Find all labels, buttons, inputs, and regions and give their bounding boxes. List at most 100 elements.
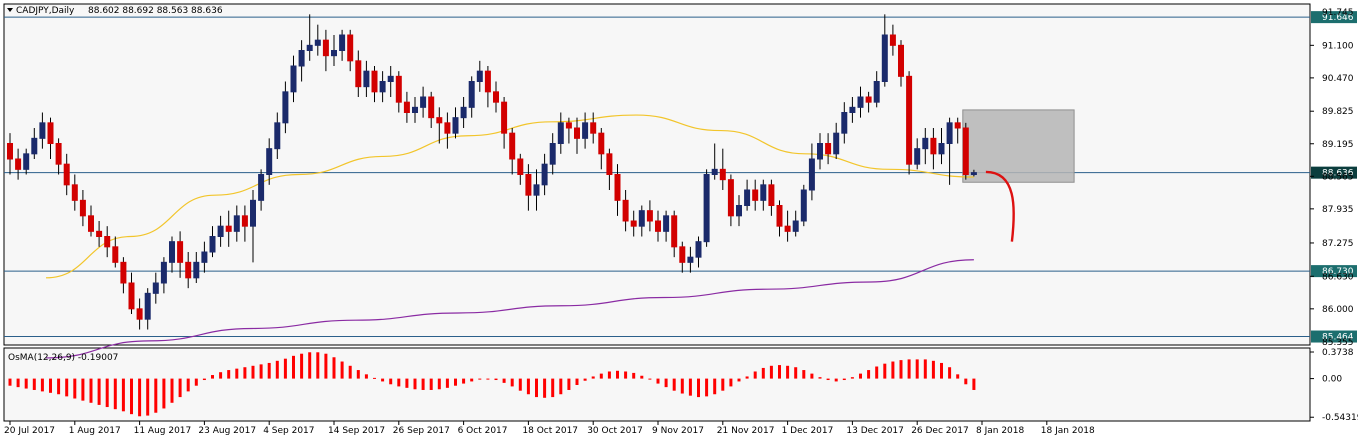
- candle-bullish[interactable]: [152, 282, 159, 294]
- candle-bullish[interactable]: [379, 81, 386, 93]
- candle-bullish[interactable]: [339, 34, 346, 51]
- candle-bearish[interactable]: [55, 143, 62, 165]
- candle-bullish[interactable]: [946, 122, 953, 145]
- candle-bullish[interactable]: [687, 256, 694, 263]
- candle-bearish[interactable]: [501, 101, 508, 134]
- candle-bullish[interactable]: [387, 75, 394, 83]
- candle-bullish[interactable]: [23, 153, 30, 170]
- candle-bullish[interactable]: [557, 122, 564, 145]
- horizontal-levels[interactable]: 91.646 88.636 86.730 85.464: [4, 11, 1357, 343]
- candle-bearish[interactable]: [136, 308, 143, 320]
- candle-bullish[interactable]: [744, 189, 751, 206]
- candle-bullish[interactable]: [703, 174, 710, 243]
- triangle-down-icon[interactable]: [7, 8, 13, 12]
- candle-bearish[interactable]: [898, 44, 904, 77]
- candle-bearish[interactable]: [574, 127, 580, 139]
- candle-bullish[interactable]: [314, 39, 321, 46]
- candle-bullish[interactable]: [144, 292, 151, 320]
- candle-bearish[interactable]: [120, 261, 127, 284]
- candle-bullish[interactable]: [881, 34, 888, 82]
- candle-bearish[interactable]: [590, 122, 597, 134]
- candle-bullish[interactable]: [873, 81, 880, 103]
- candle-bullish[interactable]: [849, 106, 856, 114]
- candle-bearish[interactable]: [484, 70, 491, 93]
- candle-bullish[interactable]: [833, 132, 840, 155]
- candle-bullish[interactable]: [857, 96, 864, 108]
- candle-bearish[interactable]: [752, 189, 759, 201]
- candle-bullish[interactable]: [638, 210, 645, 227]
- candle-bullish[interactable]: [217, 225, 224, 238]
- candle-bearish[interactable]: [865, 96, 872, 103]
- candle-bullish[interactable]: [209, 236, 216, 253]
- candle-bullish[interactable]: [290, 65, 297, 93]
- candlestick-series[interactable]: [7, 14, 977, 330]
- candle-bullish[interactable]: [922, 137, 929, 150]
- candle-bearish[interactable]: [241, 215, 248, 227]
- candle-bearish[interactable]: [565, 122, 572, 129]
- candle-bearish[interactable]: [15, 158, 22, 170]
- candle-bullish[interactable]: [938, 143, 945, 155]
- candle-bullish[interactable]: [331, 50, 337, 57]
- candle-bearish[interactable]: [606, 153, 613, 175]
- candle-bullish[interactable]: [549, 143, 556, 165]
- candle-bearish[interactable]: [355, 60, 362, 88]
- candle-bullish[interactable]: [914, 148, 921, 165]
- candle-bullish[interactable]: [306, 44, 313, 51]
- candle-bullish[interactable]: [582, 122, 589, 139]
- candle-bearish[interactable]: [655, 220, 661, 232]
- candle-bullish[interactable]: [808, 158, 815, 191]
- candle-bearish[interactable]: [444, 122, 451, 134]
- candle-bearish[interactable]: [185, 261, 192, 279]
- candle-bullish[interactable]: [476, 70, 483, 82]
- candle-bearish[interactable]: [598, 132, 605, 155]
- candle-bearish[interactable]: [128, 282, 135, 310]
- candle-bullish[interactable]: [298, 50, 305, 67]
- candle-bearish[interactable]: [727, 179, 734, 217]
- candle-bearish[interactable]: [630, 220, 637, 227]
- candle-bearish[interactable]: [906, 75, 913, 165]
- candle-bullish[interactable]: [193, 261, 200, 279]
- candle-bearish[interactable]: [889, 34, 896, 46]
- candle-bullish[interactable]: [760, 184, 767, 201]
- candle-bullish[interactable]: [468, 81, 475, 108]
- candle-bullish[interactable]: [736, 205, 742, 217]
- candle-bullish[interactable]: [695, 241, 702, 258]
- candle-bearish[interactable]: [614, 174, 621, 201]
- candle-bullish[interactable]: [258, 174, 265, 201]
- candle-bearish[interactable]: [428, 96, 435, 119]
- candle-bullish[interactable]: [31, 137, 38, 155]
- candle-bearish[interactable]: [768, 184, 775, 206]
- candle-bullish[interactable]: [39, 122, 46, 139]
- candle-bearish[interactable]: [79, 199, 86, 217]
- candle-bearish[interactable]: [436, 117, 443, 124]
- candle-bearish[interactable]: [493, 91, 499, 103]
- candle-bullish[interactable]: [282, 91, 289, 124]
- candle-bullish[interactable]: [412, 106, 418, 114]
- candle-bullish[interactable]: [970, 172, 977, 175]
- candle-bullish[interactable]: [266, 148, 273, 176]
- candle-bullish[interactable]: [841, 112, 848, 134]
- candle-bearish[interactable]: [63, 163, 70, 186]
- candle-bullish[interactable]: [363, 70, 370, 88]
- candle-bullish[interactable]: [711, 168, 718, 175]
- candle-bearish[interactable]: [646, 210, 653, 222]
- candle-bearish[interactable]: [225, 225, 232, 232]
- candle-bullish[interactable]: [792, 220, 799, 232]
- candle-bullish[interactable]: [452, 117, 459, 134]
- candle-bearish[interactable]: [784, 225, 791, 232]
- candle-bullish[interactable]: [169, 241, 175, 263]
- candle-bearish[interactable]: [679, 246, 686, 263]
- candle-bearish[interactable]: [104, 236, 111, 248]
- candle-bearish[interactable]: [962, 127, 969, 175]
- candle-bullish[interactable]: [160, 261, 167, 284]
- candle-bearish[interactable]: [88, 215, 94, 232]
- candle-bearish[interactable]: [96, 230, 103, 237]
- candle-bearish[interactable]: [776, 205, 783, 227]
- candle-bullish[interactable]: [460, 106, 467, 119]
- candle-bullish[interactable]: [274, 122, 281, 150]
- candle-bearish[interactable]: [517, 158, 524, 175]
- candle-bearish[interactable]: [7, 143, 13, 160]
- candle-bearish[interactable]: [825, 143, 832, 155]
- candle-bearish[interactable]: [719, 168, 726, 181]
- candle-bullish[interactable]: [533, 184, 540, 196]
